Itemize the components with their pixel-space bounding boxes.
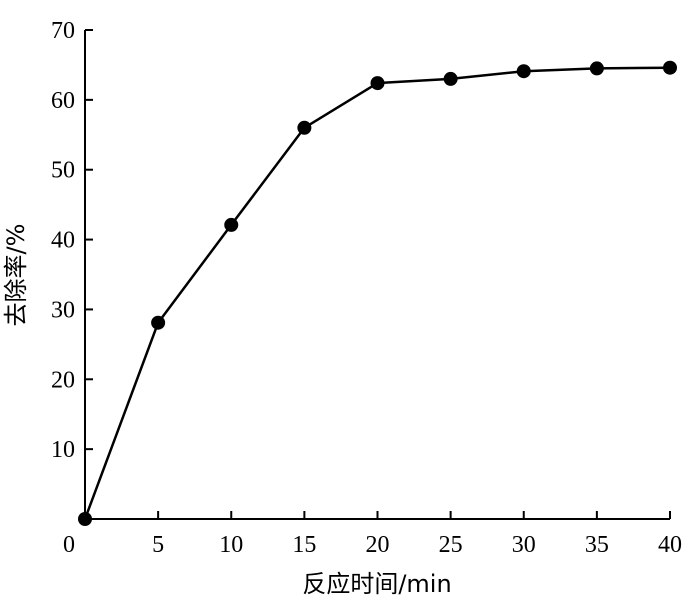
data-point: [516, 64, 531, 79]
x-tick-label: 15: [292, 532, 316, 558]
series-line: [83, 66, 671, 520]
x-tick-label: 0: [63, 532, 75, 558]
x-tick-label: 5: [152, 532, 164, 558]
x-tick-label: 40: [658, 532, 682, 558]
x-axis-title: 反应时间/min: [302, 570, 451, 598]
y-tick-label: 40: [51, 228, 75, 254]
y-axis-title: 去除率/%: [2, 224, 30, 327]
data-point: [78, 512, 92, 526]
data-point: [663, 60, 677, 75]
series-layer: [78, 60, 677, 526]
x-axis-ticks: 0 5 10 15 20 25 30 35 40: [63, 511, 682, 558]
plot-area: [84, 30, 670, 520]
x-tick-label: 25: [439, 532, 463, 558]
x-tick-label: 30: [512, 532, 536, 558]
x-tick-label: 35: [585, 532, 609, 558]
data-point: [224, 217, 239, 232]
y-tick-label: 10: [51, 437, 75, 463]
x-tick-label: 10: [219, 532, 243, 558]
y-tick-label: 30: [51, 297, 75, 323]
y-axis-ticks: 10 20 30 40 50 60 70: [51, 18, 93, 463]
data-point: [589, 61, 604, 76]
data-point: [370, 76, 385, 91]
data-point: [443, 71, 458, 86]
data-point: [297, 120, 312, 135]
x-tick-label: 20: [366, 532, 390, 558]
y-tick-label: 20: [51, 367, 75, 393]
data-point: [151, 315, 166, 330]
y-tick-label: 60: [51, 88, 75, 114]
y-tick-label: 70: [51, 18, 75, 44]
y-tick-label: 50: [51, 158, 75, 184]
